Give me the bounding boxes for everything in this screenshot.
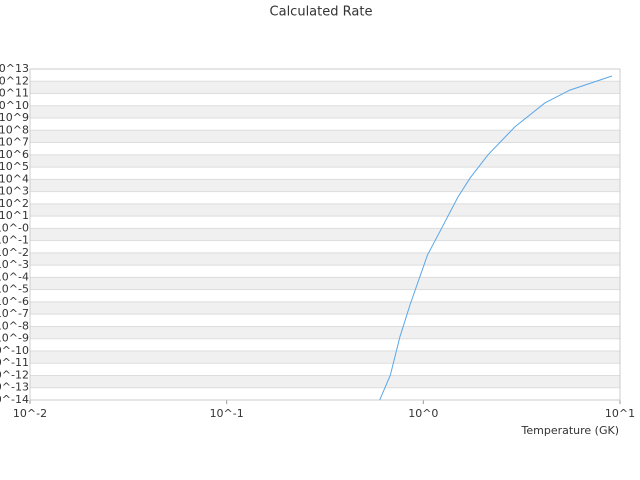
grid-band <box>30 130 620 143</box>
y-tick-label: 10^11 <box>0 87 29 100</box>
grid-band <box>30 179 620 192</box>
x-tick-label: 10^0 <box>408 407 438 420</box>
grid-band <box>30 350 620 364</box>
y-tick-label: 10^8 <box>0 123 29 136</box>
y-tick-label: 10^-0 <box>0 221 29 234</box>
chart-title: Calculated Rate <box>270 5 373 20</box>
y-tick-label: 10^9 <box>0 111 29 124</box>
grid-band <box>30 105 620 119</box>
grid-band <box>30 81 620 94</box>
grid-band <box>30 301 620 315</box>
grid-band <box>30 277 620 290</box>
y-tick-label: 10^-11 <box>0 356 29 369</box>
y-tick-label: 10^13 <box>0 62 29 75</box>
y-tick-label: 10^2 <box>0 197 29 210</box>
x-tick-label: 10^-2 <box>13 407 47 420</box>
grid-band <box>30 154 620 168</box>
y-tick-label: 10^-7 <box>0 307 29 320</box>
y-tick-label: 10^-4 <box>0 270 29 283</box>
y-tick-label: 10^12 <box>0 74 29 87</box>
y-tick-label: 10^-8 <box>0 319 29 332</box>
y-tick-label: 10^5 <box>0 160 29 173</box>
y-tick-label: 10^7 <box>0 136 29 149</box>
data-line <box>379 75 613 401</box>
y-tick-label: 10^3 <box>0 185 29 198</box>
y-tick-label: 10^-1 <box>0 234 29 247</box>
x-tick-label: 10^-1 <box>210 407 244 420</box>
y-tick-label: 10^6 <box>0 148 29 161</box>
grid-band <box>30 228 620 241</box>
grid-band <box>30 252 620 266</box>
y-tick-label: 10^-12 <box>0 368 29 381</box>
x-tick-label: 10^1 <box>605 407 635 420</box>
y-tick-label: 10^10 <box>0 99 29 112</box>
grid-band <box>30 326 620 339</box>
y-tick-label: 10^4 <box>0 172 29 185</box>
x-axis-label: Temperature (GK) <box>521 424 620 437</box>
grid-band <box>30 203 620 217</box>
y-tick-label: 10^-5 <box>0 283 29 296</box>
y-tick-label: 10^1 <box>0 209 29 222</box>
y-tick-label: 10^-14 <box>0 393 29 406</box>
y-tick-label: 10^-10 <box>0 344 29 357</box>
y-tick-label: 10^-6 <box>0 295 29 308</box>
grid-band <box>30 375 620 388</box>
y-tick-label: 10^-3 <box>0 258 29 271</box>
y-tick-label: 10^-9 <box>0 332 29 345</box>
plot-frame <box>29 68 621 401</box>
y-tick-label: 10^-2 <box>0 246 29 259</box>
y-tick-label: 10^-13 <box>0 381 29 394</box>
